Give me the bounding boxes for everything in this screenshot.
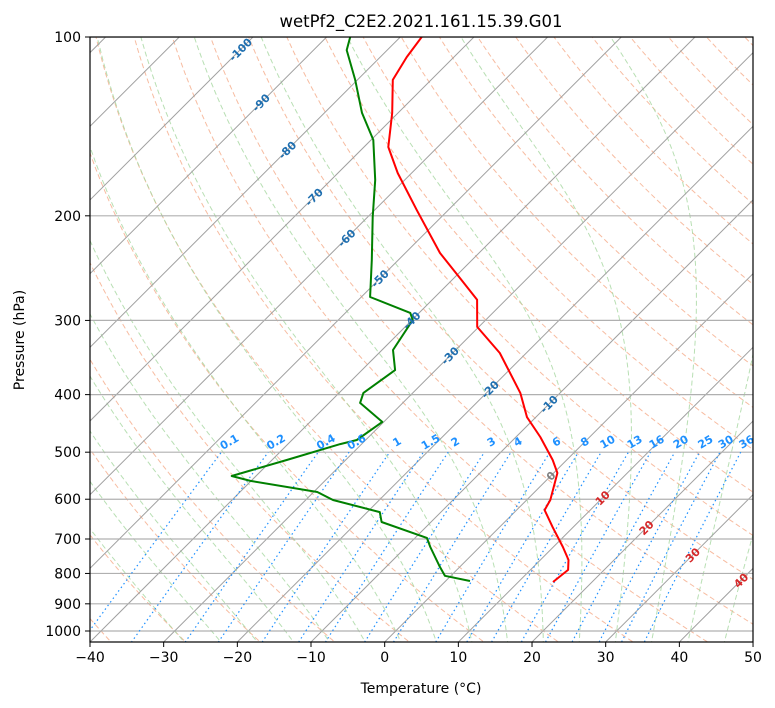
moist-adiabat	[90, 480, 222, 642]
y-tick-label: 700	[54, 532, 81, 548]
dry-adiabat	[362, 37, 753, 451]
mixing-ratio-line	[217, 451, 350, 642]
y-tick-label: 300	[54, 313, 81, 329]
y-tick-label: 100	[54, 30, 81, 46]
mixing-ratio-line	[324, 451, 449, 642]
x-tick-label: −40	[75, 650, 105, 666]
mixing-ratio-label: 36	[737, 432, 757, 451]
dry-adiabat	[90, 151, 485, 642]
isotherm	[236, 125, 753, 642]
background-lines	[90, 24, 775, 646]
x-tick-label: 40	[670, 650, 688, 666]
x-tick-label: −10	[296, 650, 326, 666]
mixing-ratio-line	[261, 451, 391, 642]
dry-adiabat	[324, 37, 753, 493]
isotherm	[604, 493, 753, 642]
isotherm	[162, 51, 753, 642]
x-tick-label: −20	[223, 650, 253, 666]
dewpoint-profile	[230, 37, 471, 582]
isotherm	[90, 37, 475, 422]
mixing-ratio-line	[490, 451, 602, 642]
x-tick-label: −30	[149, 650, 179, 666]
x-tick-label: 30	[597, 650, 615, 666]
temperature-profile	[387, 37, 570, 583]
isotherm	[310, 199, 753, 642]
isotherm	[90, 37, 402, 349]
plot-background	[90, 37, 753, 642]
y-axis-title: Pressure (hPa)	[12, 290, 28, 390]
dry-adiabat	[286, 37, 753, 537]
mixing-ratio-line	[90, 451, 222, 632]
chart-title: wetPf2_C2E2.2021.161.15.39.G01	[279, 12, 562, 32]
mixing-ratio-line	[643, 451, 742, 642]
x-tick-label: 50	[744, 650, 762, 666]
x-axis-title: Temperature (°C)	[360, 681, 482, 697]
isotherm	[90, 37, 696, 642]
isotherm	[90, 37, 623, 570]
y-tick-label: 200	[54, 209, 81, 225]
x-tick-label: 10	[449, 650, 467, 666]
isotherm	[457, 346, 753, 642]
isotherm	[90, 37, 328, 275]
mixing-ratio-line	[392, 451, 512, 642]
y-tick-label: 1000	[45, 624, 81, 640]
isotherm	[531, 420, 753, 642]
dry-adiabat	[438, 37, 753, 367]
moist-adiabat	[90, 430, 258, 642]
axis-ticks: −40 −30 −20 −10 0 10 20 30 40 50 100 200 300 400 500 60…	[45, 30, 762, 666]
y-tick-label: 600	[54, 492, 81, 508]
dry-adiabat	[171, 37, 709, 642]
mixing-ratio-line	[364, 451, 485, 642]
mixing-ratio-line	[298, 451, 424, 642]
x-tick-label: 20	[523, 650, 541, 666]
plot-frame	[89, 36, 754, 643]
mixing-ratio-line	[520, 451, 629, 642]
isotherm	[90, 37, 549, 496]
mixing-ratio-line	[435, 451, 551, 642]
isotherm	[90, 37, 254, 201]
profiles	[230, 37, 570, 583]
dry-adiabat	[770, 24, 775, 646]
isotherm	[383, 272, 753, 642]
y-tick-label: 400	[54, 388, 81, 404]
x-tick-label: 0	[380, 650, 389, 666]
moist-adiabat	[96, 37, 437, 642]
mixing-ratio-line	[466, 451, 579, 642]
y-tick-label: 500	[54, 445, 81, 461]
y-tick-label: 800	[54, 566, 81, 582]
y-tick-label: 900	[54, 597, 81, 613]
dry-adiabat	[248, 37, 753, 581]
